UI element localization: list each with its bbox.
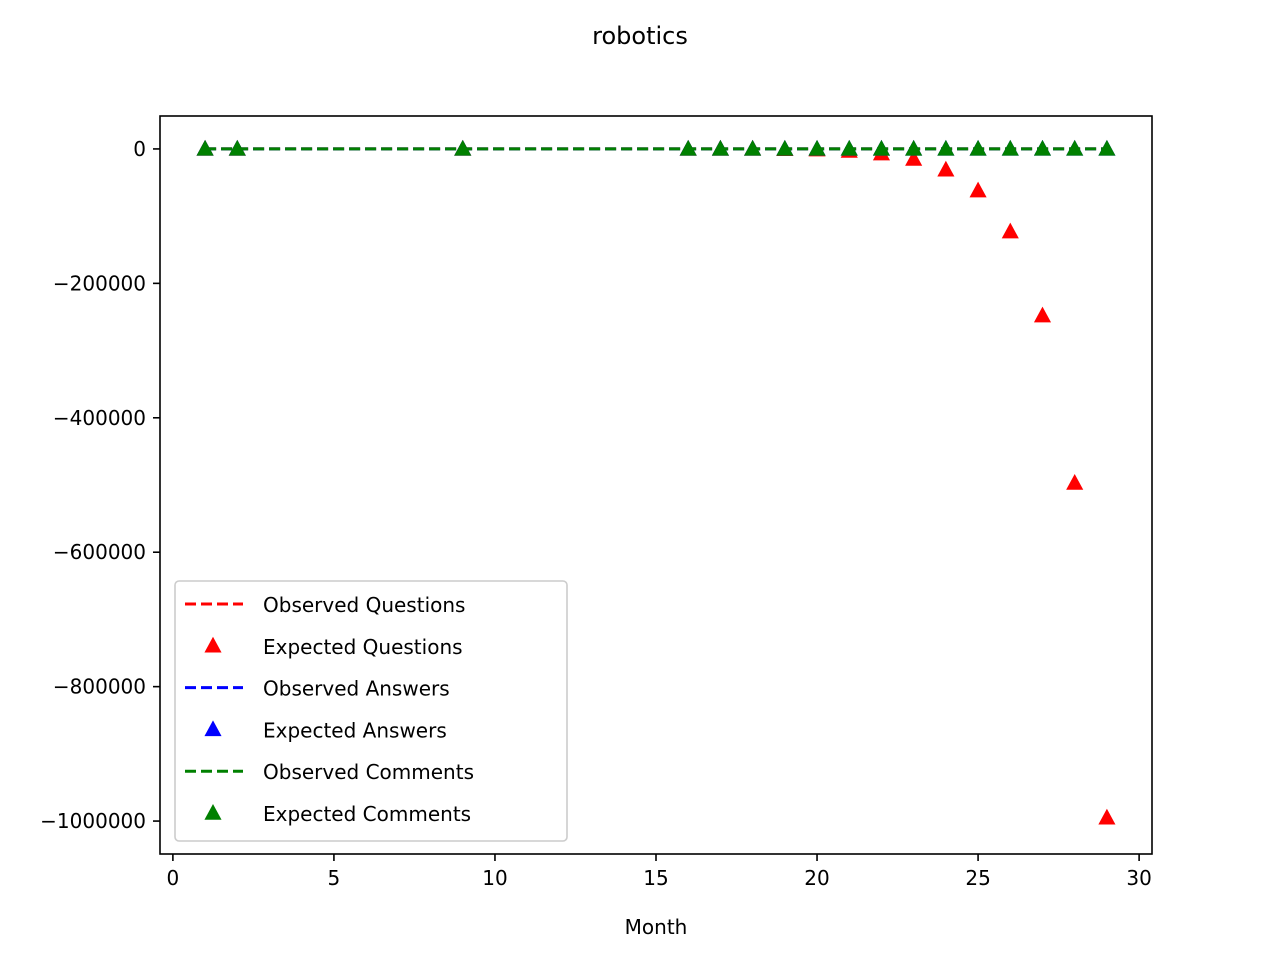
expected-questions-point: [937, 160, 955, 177]
expected-comments-point: [872, 139, 891, 156]
chart-title: robotics: [592, 22, 688, 50]
expected-comments-point: [840, 139, 858, 156]
legend-label-observed-questions: Observed Questions: [263, 593, 465, 617]
legend-swatch-expected-answers: [204, 720, 222, 737]
expected-comments-point: [1098, 139, 1116, 156]
x-tick-label: 25: [965, 866, 990, 890]
expected-comments-point: [905, 139, 923, 156]
legend-label-expected-questions: Expected Questions: [263, 635, 463, 659]
y-tick-label: −1000000: [40, 809, 146, 833]
legend-label-observed-answers: Observed Answers: [263, 677, 450, 701]
expected-comments-point: [808, 139, 826, 156]
expected-questions-point: [969, 181, 987, 198]
expected-comments-point: [1033, 139, 1052, 156]
x-tick-label: 5: [328, 866, 341, 890]
x-axis-label: Month: [625, 915, 688, 939]
y-tick-label: −600000: [53, 540, 146, 564]
legend-label-expected-comments: Expected Comments: [263, 802, 471, 826]
x-tick-label: 0: [167, 866, 180, 890]
x-tick-label: 30: [1126, 866, 1151, 890]
plot-area: [196, 139, 1116, 825]
expected-questions-point: [1098, 808, 1116, 825]
x-tick-label: 10: [482, 866, 507, 890]
y-tick-label: −200000: [53, 271, 146, 295]
expected-questions-point: [905, 150, 923, 166]
expected-questions-point: [1066, 473, 1084, 490]
y-tick-label: −400000: [53, 406, 146, 430]
expected-comments-point: [711, 139, 729, 156]
x-tick-label: 20: [804, 866, 829, 890]
expected-comments-point: [196, 139, 214, 156]
expected-comments-point: [1066, 139, 1084, 156]
expected-comments-point: [969, 139, 987, 156]
expected-comments-point: [937, 139, 955, 156]
legend-box: [174, 580, 568, 842]
expected-questions-point: [1033, 306, 1052, 323]
expected-comments-point: [228, 139, 246, 156]
legend-label-observed-comments: Observed Comments: [263, 760, 474, 784]
x-axis: 0 5 10 15 20 25 30: [167, 854, 1152, 890]
legend-label-expected-answers: Expected Answers: [263, 718, 447, 742]
expected-comments-point: [744, 139, 762, 156]
y-tick-label: 0: [133, 137, 146, 161]
expected-comments-point: [776, 139, 794, 156]
y-tick-label: −800000: [53, 675, 146, 699]
expected-comments-point: [679, 139, 697, 156]
x-tick-label: 15: [643, 866, 668, 890]
legend-swatch-expected-questions: [204, 636, 222, 653]
y-axis: 0 −200000 −400000 −600000 −800000 −1000000: [40, 137, 160, 833]
expected-questions-point: [1001, 222, 1019, 239]
legend: Observed Questions Expected Questions Obse…: [174, 580, 568, 842]
expected-comments-point: [454, 139, 472, 156]
legend-swatch-expected-comments: [204, 804, 222, 820]
expected-comments-point: [1001, 139, 1019, 156]
